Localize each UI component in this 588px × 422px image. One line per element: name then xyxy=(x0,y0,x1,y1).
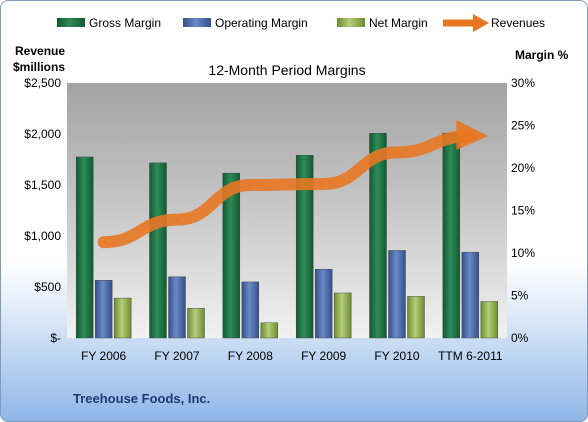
bar-gross-margin xyxy=(149,162,167,339)
bar-gross-margin xyxy=(222,172,241,339)
category-label: TTM 6-2011 xyxy=(438,349,503,363)
left-tick-label: $2,500 xyxy=(24,76,61,90)
footer-company-name: Treehouse Foods, Inc. xyxy=(73,391,210,406)
left-axis-title-line1: Revenue xyxy=(15,44,65,58)
legend-label-revenues: Revenues xyxy=(491,16,545,30)
left-tick-label: $500 xyxy=(34,280,61,294)
legend-item-operating-margin: Operating Margin xyxy=(183,16,308,30)
legend-swatch-net-margin xyxy=(337,18,365,27)
right-tick-label: 10% xyxy=(511,246,535,260)
category-label: FY 2007 xyxy=(154,349,199,363)
chart-title: 12-Month Period Margins xyxy=(208,62,365,78)
legend-item-revenues: Revenues xyxy=(443,14,545,32)
revenue-point xyxy=(468,134,472,138)
right-tick-label: 5% xyxy=(511,289,529,303)
bar-net-margin xyxy=(480,301,499,339)
legend-item-gross-margin: Gross Margin xyxy=(57,16,161,30)
bar-net-margin xyxy=(333,292,352,339)
right-tick-label: 0% xyxy=(511,331,529,345)
left-axis-title-line2: $millions xyxy=(13,60,65,74)
legend: Gross Margin Operating Margin Net Margin… xyxy=(57,14,545,32)
revenue-point xyxy=(102,240,106,244)
revenue-point xyxy=(248,183,252,187)
revenue-point xyxy=(395,150,399,154)
left-tick-label: $1,500 xyxy=(24,178,61,192)
bar-gross-margin xyxy=(369,132,387,339)
category-label: FY 2008 xyxy=(228,349,273,363)
bar-operating-margin xyxy=(168,276,186,339)
bars xyxy=(75,132,499,339)
legend-swatch-gross-margin xyxy=(57,18,85,27)
bar-gross-margin xyxy=(295,155,314,339)
bar-gross-margin xyxy=(75,156,94,339)
bar-operating-margin xyxy=(94,280,113,339)
right-axis-ticks: 0% 5% 10% 15% 20% 25% 30% xyxy=(511,76,535,345)
right-tick-label: 15% xyxy=(511,204,535,218)
legend-swatch-operating-margin xyxy=(183,18,211,27)
bar-operating-margin xyxy=(388,250,406,339)
legend-label-net-margin: Net Margin xyxy=(369,16,428,30)
bar-net-margin xyxy=(187,308,205,339)
right-tick-label: 30% xyxy=(511,76,535,90)
left-tick-label: $1,000 xyxy=(24,229,61,243)
right-tick-label: 20% xyxy=(511,161,535,175)
category-label: FY 2010 xyxy=(374,349,419,363)
right-axis-title: Margin % xyxy=(515,48,569,62)
category-label: FY 2006 xyxy=(81,349,126,363)
revenue-line xyxy=(97,130,477,249)
bar-net-margin xyxy=(113,297,132,339)
legend-arrowhead-revenues xyxy=(473,14,489,32)
revenue-point xyxy=(322,182,326,186)
bar-operating-margin xyxy=(314,268,333,339)
revenue-arrowhead xyxy=(456,120,489,151)
legend-label-operating-margin: Operating Margin xyxy=(215,16,308,30)
bar-operating-margin xyxy=(241,281,260,339)
category-label: FY 2009 xyxy=(301,349,346,363)
bar-net-margin xyxy=(260,322,279,339)
category-labels: FY 2006 FY 2007 FY 2008 FY 2009 FY 2010 TTM 6… xyxy=(81,349,503,363)
bar-operating-margin xyxy=(461,251,480,339)
bar-gross-margin xyxy=(442,132,461,339)
left-axis-ticks: $- $500 $1,000 $1,500 $2,000 $2,500 xyxy=(24,76,61,345)
plot-area xyxy=(67,83,507,338)
revenue-line-layer xyxy=(97,120,489,249)
left-tick-label: $2,000 xyxy=(24,127,61,141)
right-tick-label: 25% xyxy=(511,119,535,133)
legend-item-net-margin: Net Margin xyxy=(337,16,428,30)
left-tick-label: $- xyxy=(50,331,61,345)
revenue-point xyxy=(175,218,179,222)
legend-label-gross-margin: Gross Margin xyxy=(89,16,161,30)
bar-net-margin xyxy=(407,296,425,339)
